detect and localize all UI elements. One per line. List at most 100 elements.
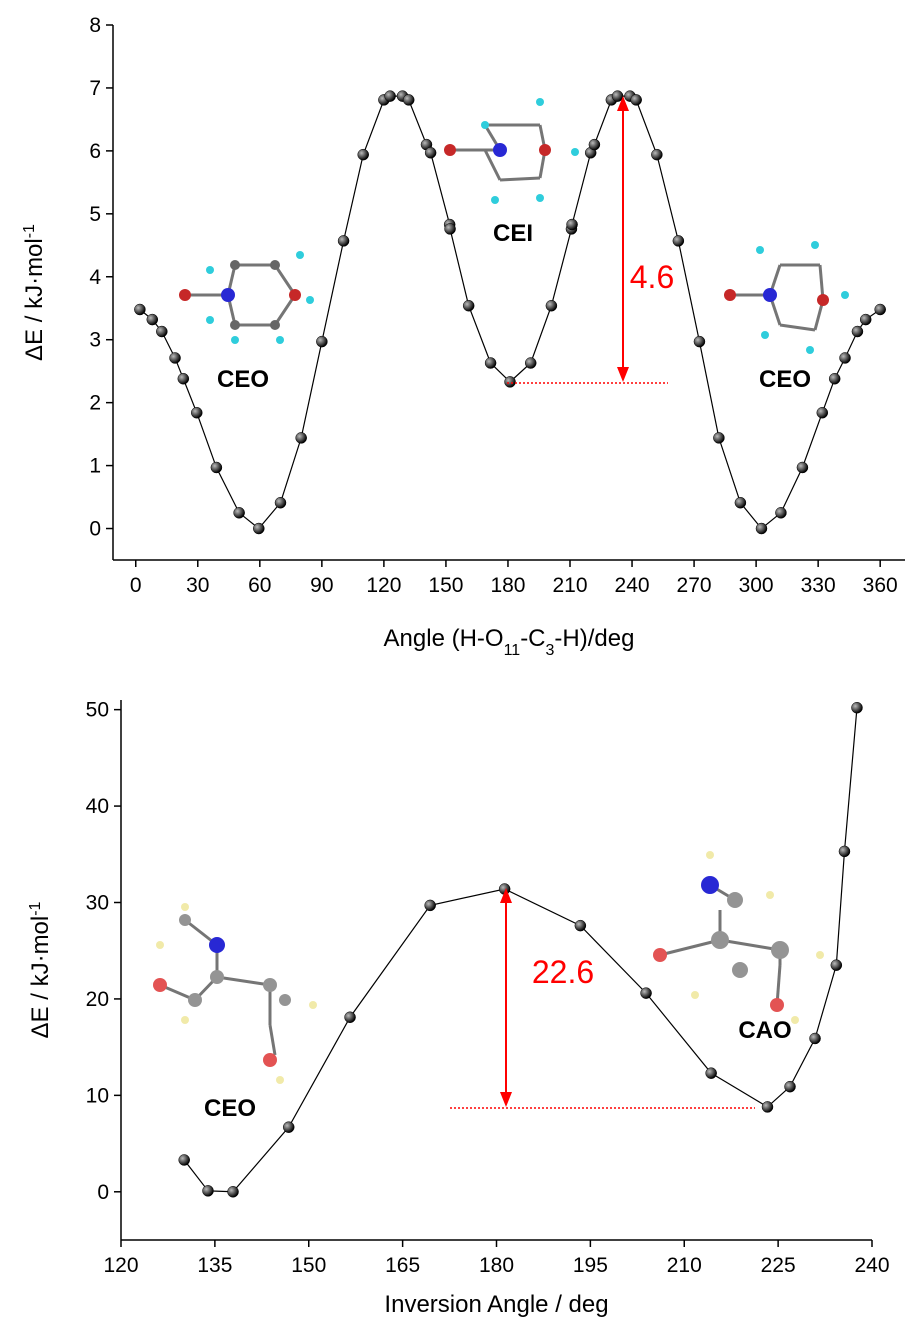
arrow-head <box>500 1092 512 1107</box>
axis-title-super: -1 <box>21 224 38 238</box>
x-tick-label: 240 <box>854 1254 889 1277</box>
data-point <box>713 432 724 443</box>
data-point <box>875 304 886 315</box>
data-point <box>831 960 842 971</box>
data-point <box>505 376 516 387</box>
data-point <box>170 352 181 363</box>
data-point <box>575 920 586 931</box>
y-tick-label: 50 <box>86 699 109 722</box>
y-tick-label: 6 <box>89 140 101 163</box>
data-point <box>283 1122 294 1133</box>
x-tick-label: 150 <box>428 574 463 597</box>
data-point <box>316 336 327 347</box>
y-tick-label: 4 <box>89 266 101 289</box>
x-tick-label: 0 <box>130 574 142 597</box>
data-point <box>810 1033 821 1044</box>
data-point <box>253 523 264 534</box>
data-point <box>425 147 436 158</box>
data-point <box>485 357 496 368</box>
data-point <box>178 373 189 384</box>
data-point <box>735 497 746 508</box>
data-line <box>184 708 857 1192</box>
value-annotation: 4.6 <box>630 259 674 295</box>
axis-title-part: -C <box>520 625 545 652</box>
data-point <box>851 702 862 713</box>
data-point <box>385 91 396 102</box>
data-point <box>567 219 578 230</box>
y-tick-label: 5 <box>89 203 101 226</box>
axis-title: ΔE / kJ·mol-1 <box>21 224 49 361</box>
x-tick-label: 210 <box>552 574 587 597</box>
data-point <box>403 94 414 105</box>
data-point <box>179 1154 190 1165</box>
axis-title-part: Inversion Angle / deg <box>384 1291 608 1318</box>
y-tick-label: 7 <box>89 77 101 100</box>
x-tick-label: 120 <box>103 1254 138 1277</box>
data-point <box>425 900 436 911</box>
data-point <box>525 357 536 368</box>
data-point <box>147 314 158 325</box>
arrow-head <box>617 367 629 382</box>
x-tick-label: 225 <box>761 1254 796 1277</box>
x-tick-label: 90 <box>310 574 333 597</box>
data-point <box>631 94 642 105</box>
x-tick-label: 60 <box>248 574 271 597</box>
axis-title-super: -1 <box>27 901 44 915</box>
y-tick-label: 0 <box>89 518 101 541</box>
x-tick-label: 180 <box>479 1254 514 1277</box>
axis-title: Angle (H-O11-C3-H)/deg <box>384 625 635 659</box>
data-line <box>140 96 880 528</box>
data-point <box>358 149 369 160</box>
data-point <box>829 373 840 384</box>
y-tick-label: 8 <box>89 14 101 37</box>
data-point <box>839 846 850 857</box>
data-point <box>785 1081 796 1092</box>
x-tick-label: 150 <box>291 1254 326 1277</box>
x-tick-label: 360 <box>863 574 898 597</box>
axis-title-part: ΔE / kJ·mol <box>27 916 54 1039</box>
axis-title-part: -H)/deg <box>554 625 634 652</box>
y-tick-label: 0 <box>97 1181 109 1204</box>
x-tick-label: 30 <box>186 574 209 597</box>
molecule-label: CEI <box>493 220 533 247</box>
x-tick-label: 165 <box>385 1254 420 1277</box>
axis-title: ΔE / kJ·mol-1 <box>27 901 55 1038</box>
data-point <box>694 336 705 347</box>
axis-title: Inversion Angle / deg <box>384 1291 608 1318</box>
data-point <box>852 326 863 337</box>
data-point <box>275 497 286 508</box>
axis-title-sub: 11 <box>504 642 521 659</box>
chart: 0306090120150180210240270300330360012345… <box>0 0 913 1334</box>
molecule-label: CEO <box>204 1095 256 1122</box>
molecule-label: CAO <box>738 1017 791 1044</box>
data-point <box>156 326 167 337</box>
data-point <box>296 432 307 443</box>
x-tick-label: 180 <box>490 574 525 597</box>
data-point <box>641 988 652 999</box>
axis-title-part: Angle (H-O <box>384 625 504 652</box>
data-point <box>445 223 456 234</box>
y-tick-label: 3 <box>89 329 101 352</box>
data-point <box>673 235 684 246</box>
data-point <box>756 523 767 534</box>
data-point <box>817 407 828 418</box>
data-point <box>202 1185 213 1196</box>
data-point <box>546 300 557 311</box>
y-tick-label: 20 <box>86 988 109 1011</box>
x-tick-label: 300 <box>739 574 774 597</box>
data-point <box>860 314 871 325</box>
data-point <box>211 462 222 473</box>
molecule-label: CEO <box>217 366 269 393</box>
axis-title-sub: 3 <box>546 642 555 659</box>
value-annotation: 22.6 <box>532 954 594 990</box>
data-point <box>762 1101 773 1112</box>
page: {"chart_data": [ {"type": "line", "xlabe… <box>0 0 913 1334</box>
data-point <box>234 507 245 518</box>
y-tick-label: 2 <box>89 392 101 415</box>
data-point <box>191 407 202 418</box>
data-point <box>775 507 786 518</box>
x-tick-label: 210 <box>667 1254 702 1277</box>
data-point <box>338 235 349 246</box>
x-tick-label: 120 <box>366 574 401 597</box>
y-tick-label: 30 <box>86 892 109 915</box>
